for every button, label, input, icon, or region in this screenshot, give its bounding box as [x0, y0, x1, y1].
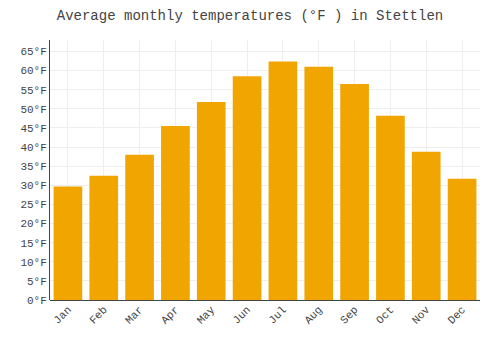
- svg-text:Aug: Aug: [302, 304, 324, 326]
- svg-text:55°F: 55°F: [20, 85, 46, 97]
- svg-text:Jun: Jun: [231, 304, 253, 326]
- svg-text:Nov: Nov: [410, 304, 433, 327]
- svg-text:20°F: 20°F: [20, 218, 46, 230]
- svg-text:5°F: 5°F: [27, 276, 47, 288]
- svg-text:45°F: 45°F: [20, 123, 46, 135]
- svg-text:30°F: 30°F: [20, 180, 46, 192]
- svg-text:Mar: Mar: [123, 304, 145, 326]
- svg-text:Sep: Sep: [338, 304, 360, 326]
- svg-text:Jan: Jan: [51, 304, 73, 326]
- svg-text:Jul: Jul: [266, 304, 288, 326]
- svg-text:25°F: 25°F: [20, 199, 46, 211]
- svg-text:Feb: Feb: [87, 304, 109, 326]
- svg-text:35°F: 35°F: [20, 161, 46, 173]
- svg-text:50°F: 50°F: [20, 104, 46, 116]
- svg-text:Average monthly temperatures (: Average monthly temperatures (°F ) in St…: [57, 8, 443, 24]
- svg-text:Apr: Apr: [159, 304, 181, 326]
- svg-text:60°F: 60°F: [20, 65, 46, 77]
- svg-text:Dec: Dec: [446, 304, 468, 326]
- svg-text:0°F: 0°F: [27, 295, 47, 307]
- svg-text:10°F: 10°F: [20, 257, 46, 269]
- svg-text:15°F: 15°F: [20, 238, 46, 250]
- svg-text:May: May: [195, 304, 218, 327]
- svg-text:40°F: 40°F: [20, 142, 46, 154]
- svg-text:65°F: 65°F: [20, 46, 46, 58]
- svg-text:Oct: Oct: [374, 304, 396, 326]
